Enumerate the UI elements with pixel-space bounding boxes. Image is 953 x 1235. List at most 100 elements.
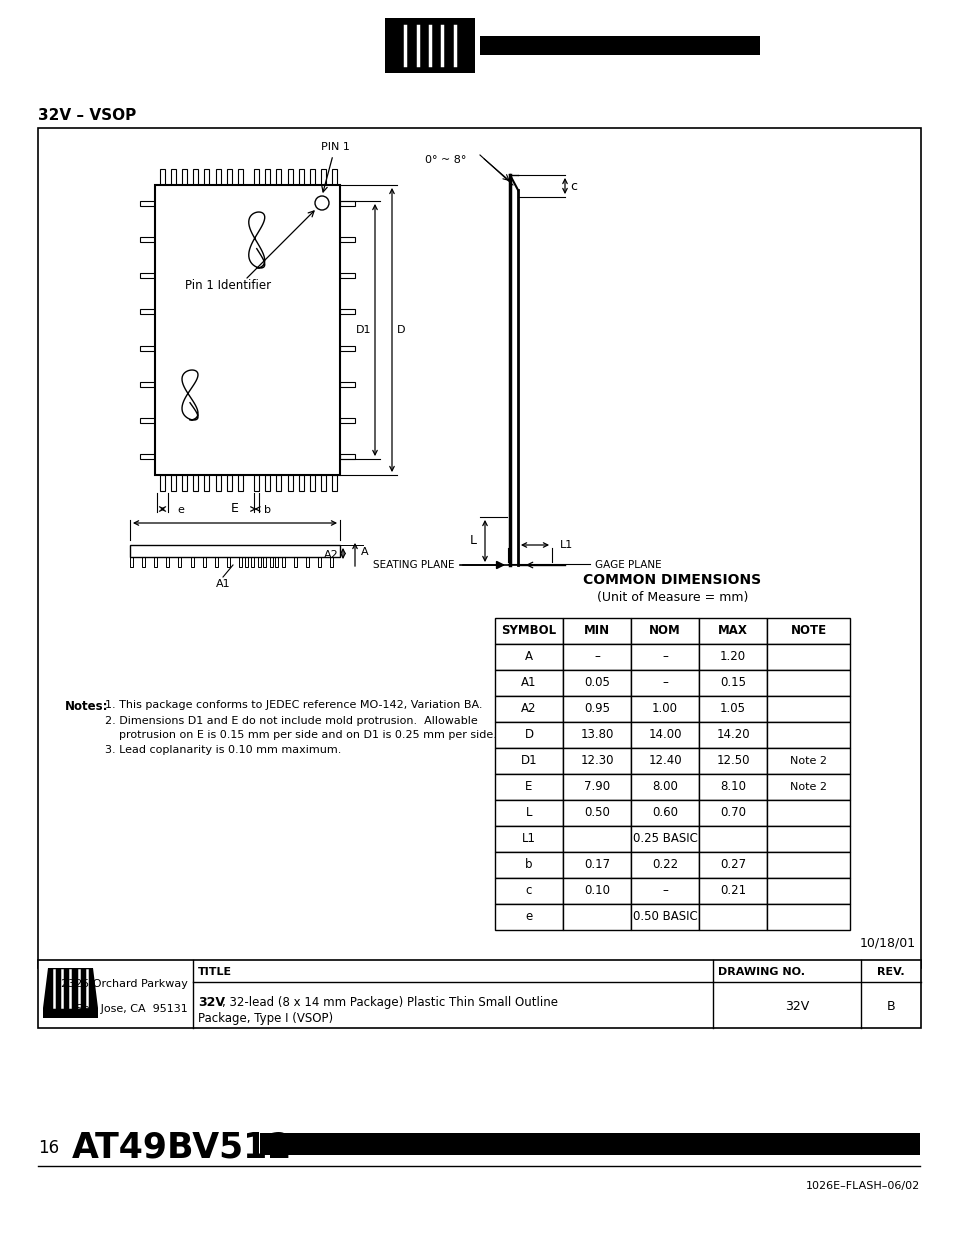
Bar — [38, 128, 920, 968]
Bar — [193, 169, 198, 185]
Text: A1: A1 — [520, 677, 537, 689]
Text: 0.15: 0.15 — [720, 677, 745, 689]
Text: B: B — [885, 1000, 894, 1014]
Text: E: E — [231, 501, 238, 515]
Bar — [332, 169, 336, 185]
Text: –: – — [594, 651, 599, 663]
Bar — [160, 475, 165, 492]
Bar — [239, 557, 242, 567]
Text: 0.95: 0.95 — [583, 703, 609, 715]
Bar — [766, 671, 849, 697]
Text: 8.00: 8.00 — [652, 781, 678, 794]
Text: NOTE: NOTE — [790, 625, 825, 637]
Bar — [766, 748, 849, 774]
Text: b: b — [525, 858, 532, 872]
Bar — [699, 904, 766, 930]
Text: 0.05: 0.05 — [583, 677, 609, 689]
Text: 16: 16 — [38, 1139, 59, 1157]
Text: 0.25 BASIC: 0.25 BASIC — [632, 832, 697, 846]
Bar — [630, 904, 699, 930]
Text: MAX: MAX — [718, 625, 747, 637]
Bar — [130, 557, 132, 567]
Text: 12.40: 12.40 — [647, 755, 681, 767]
Bar — [171, 475, 176, 492]
Text: 2. Dimensions D1 and E do not include mold protrusion.  Allowable: 2. Dimensions D1 and E do not include mo… — [105, 716, 477, 726]
Bar — [171, 169, 176, 185]
Text: 2325 Orchard Parkway: 2325 Orchard Parkway — [61, 979, 188, 989]
Text: Notes:: Notes: — [65, 700, 109, 713]
Bar — [251, 557, 253, 567]
Text: 0.70: 0.70 — [720, 806, 745, 820]
Bar — [562, 852, 630, 878]
Bar — [766, 618, 849, 643]
Text: –: – — [661, 651, 667, 663]
Bar — [214, 557, 217, 567]
Bar — [227, 557, 230, 567]
Text: 1.05: 1.05 — [720, 703, 745, 715]
Text: 0.21: 0.21 — [720, 884, 745, 898]
Text: L: L — [470, 535, 476, 547]
Text: A2: A2 — [520, 703, 537, 715]
Text: e: e — [177, 505, 184, 515]
Text: A2: A2 — [324, 550, 338, 559]
Bar — [298, 475, 303, 492]
Bar — [339, 382, 355, 387]
Bar — [699, 697, 766, 722]
Bar — [699, 643, 766, 671]
Bar — [270, 557, 273, 567]
Text: 14.20: 14.20 — [716, 729, 749, 741]
Text: REV.: REV. — [876, 967, 903, 977]
Text: SYMBOL: SYMBOL — [501, 625, 556, 637]
Bar — [630, 852, 699, 878]
Bar — [562, 671, 630, 697]
Bar — [495, 722, 562, 748]
Bar — [766, 826, 849, 852]
Text: 14.00: 14.00 — [648, 729, 681, 741]
Text: c: c — [569, 179, 577, 193]
Bar — [495, 618, 562, 643]
Bar — [260, 1132, 919, 1155]
Bar — [320, 169, 326, 185]
Bar — [630, 643, 699, 671]
Bar — [254, 169, 259, 185]
Text: 1. This package conforms to JEDEC reference MO-142, Variation BA.: 1. This package conforms to JEDEC refere… — [105, 700, 482, 710]
Bar — [339, 310, 355, 315]
Bar — [215, 169, 220, 185]
Text: 0° ~ 8°: 0° ~ 8° — [424, 156, 466, 165]
Text: NOM: NOM — [648, 625, 680, 637]
Text: D1: D1 — [355, 325, 371, 335]
Bar — [766, 904, 849, 930]
Text: L1: L1 — [559, 540, 573, 550]
Bar — [766, 774, 849, 800]
Text: 1.20: 1.20 — [720, 651, 745, 663]
Text: Pin 1 Identifier: Pin 1 Identifier — [185, 279, 271, 291]
Text: 0.17: 0.17 — [583, 858, 609, 872]
Bar — [275, 557, 278, 567]
Bar — [254, 475, 259, 492]
Bar — [495, 826, 562, 852]
Text: , 32-lead (8 x 14 mm Package) Plastic Thin Small Outline: , 32-lead (8 x 14 mm Package) Plastic Th… — [222, 997, 558, 1009]
Text: –: – — [661, 884, 667, 898]
Bar — [495, 748, 562, 774]
Bar — [699, 671, 766, 697]
Bar — [191, 557, 193, 567]
Bar — [562, 826, 630, 852]
Bar — [204, 475, 210, 492]
Text: 0.50: 0.50 — [583, 806, 609, 820]
Bar — [630, 671, 699, 697]
Bar — [140, 346, 154, 351]
Bar — [479, 36, 760, 56]
Bar — [339, 454, 355, 459]
Bar — [630, 800, 699, 826]
Text: 0.10: 0.10 — [583, 884, 609, 898]
Bar — [339, 200, 355, 205]
Bar — [204, 169, 210, 185]
Bar — [699, 852, 766, 878]
Bar — [339, 237, 355, 242]
Bar — [699, 748, 766, 774]
Bar — [160, 169, 165, 185]
Bar — [766, 852, 849, 878]
Bar — [630, 774, 699, 800]
Bar — [339, 346, 355, 351]
Bar — [766, 697, 849, 722]
